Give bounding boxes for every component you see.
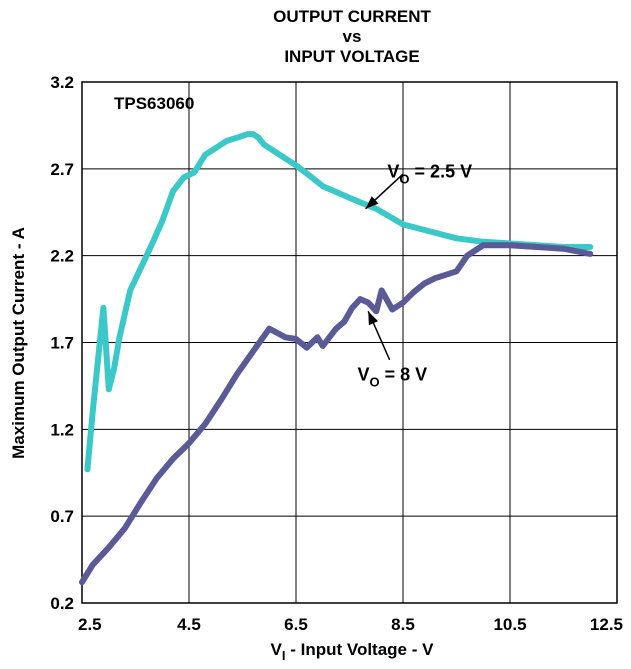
plot-frame — [81, 81, 618, 604]
y-tick-label-1: 2.7 — [50, 160, 74, 179]
series-line-1 — [79, 242, 594, 586]
series-line-0 — [84, 131, 594, 473]
x-axis-label-main: V — [271, 640, 283, 659]
chart-title-line-3: INPUT VOLTAGE — [284, 47, 419, 66]
y-tick-label-0: 3.2 — [50, 73, 74, 92]
grid-lines — [81, 81, 618, 604]
chart-title-line-1: OUTPUT CURRENT — [273, 7, 431, 26]
x-axis-label-rest: - Input Voltage - V — [286, 640, 435, 659]
series-layer — [79, 131, 594, 586]
x-tick-label-4: 10.5 — [493, 615, 526, 634]
annotation-subscript-0: O — [399, 172, 409, 187]
y-tick-label-4: 1.2 — [50, 420, 74, 439]
annotation-subscript-1: O — [369, 375, 379, 390]
annotations: VO = 2.5 VVO = 8 V — [357, 162, 472, 390]
x-axis-label-subscript: I — [282, 648, 286, 663]
device-label: TPS63060 — [114, 94, 194, 113]
annotation-main-1: V — [357, 365, 369, 385]
annotation-label-1: VO = 8 V — [357, 365, 427, 390]
annotation-rest-0: = 2.5 V — [410, 162, 473, 182]
x-tick-label-5: 12.5 — [590, 615, 623, 634]
annotation-rest-1: = 8 V — [380, 365, 428, 385]
y-tick-label-2: 2.2 — [50, 247, 74, 266]
x-tick-label-1: 4.5 — [177, 615, 201, 634]
x-axis-label: VI - Input Voltage - V — [271, 640, 435, 663]
annotation-label-0: VO = 2.5 V — [387, 162, 472, 187]
annotation-arrowhead-1 — [368, 311, 378, 326]
annotation-arrowhead-0 — [365, 196, 379, 209]
x-tick-label-2: 6.5 — [284, 615, 308, 634]
y-tick-labels: 3.2 2.7 2.2 1.7 1.2 0.7 0.2 — [50, 73, 74, 613]
x-tick-label-3: 8.5 — [391, 615, 415, 634]
y-tick-label-6: 0.2 — [50, 594, 74, 613]
y-tick-label-3: 1.7 — [50, 334, 74, 353]
y-axis-label: Maximum Output Current - A — [9, 227, 28, 459]
chart-title-line-2: vs — [343, 27, 362, 46]
x-tick-labels: 2.5 4.5 6.5 8.5 10.5 12.5 — [78, 615, 623, 634]
y-tick-label-5: 0.7 — [50, 507, 74, 526]
annotation-main-0: V — [387, 162, 399, 182]
x-tick-label-0: 2.5 — [78, 615, 102, 634]
